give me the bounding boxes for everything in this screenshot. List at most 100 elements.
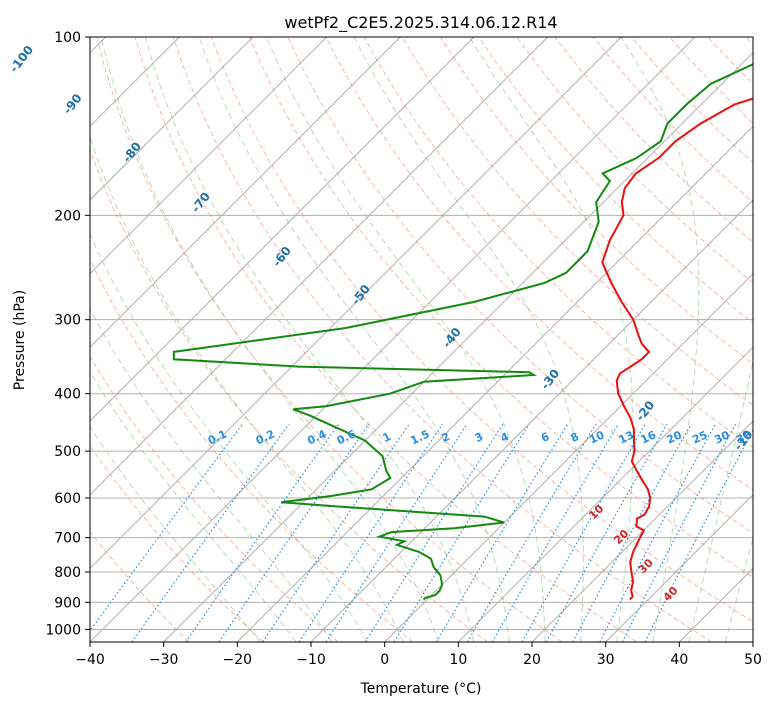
moist-adiabat-line [725, 536, 753, 642]
y-axis-title: Pressure (hPa) [12, 290, 28, 390]
dry-adiabat-line [325, 37, 753, 491]
dry-adiabat-label: -70 [189, 190, 213, 216]
isotherm-line [457, 346, 753, 642]
dry-adiabat-label: -80 [120, 139, 144, 165]
x-tick-label: −10 [296, 652, 326, 668]
mixing-ratio-line [298, 423, 444, 642]
mixing-ratio-line [545, 423, 668, 642]
isotherm-line [90, 37, 549, 496]
moist-adiabat-line [144, 37, 475, 642]
mixing-ratio-line [393, 423, 530, 642]
x-tick-label: 0 [380, 652, 389, 668]
mixing-ratio-label: 4 [499, 430, 512, 445]
moist-adiabat-line [90, 370, 297, 642]
x-tick-label: −30 [149, 652, 179, 668]
y-tick-label: 1000 [45, 622, 81, 638]
mixing-ratio-label: 13 [617, 428, 636, 446]
moist-adiabat-line [100, 37, 439, 642]
dry-adiabat-line [401, 37, 753, 406]
mixing-ratio-line [521, 423, 646, 642]
x-tick-label: 30 [597, 652, 615, 668]
moist-adiabat-label: 30 [636, 556, 656, 576]
mixing-ratio-label: 20 [664, 428, 684, 446]
dry-adiabat-line [90, 531, 190, 642]
dewpoint-profile-line [172, 63, 753, 601]
moist-adiabat-line [688, 358, 753, 642]
dry-adiabat-line [249, 37, 753, 578]
y-tick-label: 700 [54, 531, 81, 547]
dry-adiabat-line [90, 148, 488, 642]
isotherm-line [90, 37, 401, 349]
mixing-ratio-label: 30 [712, 428, 732, 446]
mixing-ratio-label: 0.6 [335, 427, 358, 447]
dry-adiabat-line [439, 37, 753, 365]
y-tick-label: 600 [54, 491, 81, 507]
dry-adiabat-line [669, 37, 753, 124]
mixing-ratio-line [262, 423, 410, 642]
isotherm-line [90, 37, 622, 570]
mixing-ratio-line [364, 423, 504, 642]
mixing-ratio-label: 1.5 [408, 427, 431, 447]
mixing-ratio-label: 0.4 [305, 427, 328, 447]
y-tick-label: 200 [54, 208, 81, 224]
isotherm-line [90, 37, 696, 642]
dry-adiabat-line [90, 355, 339, 642]
isotherm-line [531, 420, 753, 642]
dry-adiabat-line [707, 37, 753, 85]
dry-adiabat-line [90, 445, 264, 642]
dry-adiabat-line [210, 37, 753, 623]
dry-adiabat-label: -30 [538, 367, 562, 393]
x-tick-label: −20 [223, 652, 253, 668]
mixing-ratio-line [131, 423, 290, 642]
y-tick-label: 100 [54, 30, 81, 46]
moist-adiabat-line [90, 135, 404, 642]
mixing-ratio-label: 6 [539, 430, 552, 445]
dry-adiabat-line [96, 37, 563, 642]
mixing-ratio-line [644, 428, 753, 642]
dry-adiabat-line [287, 37, 753, 534]
chart-title: wetPf2_C2E5.2025.314.06.12.R14 [284, 13, 557, 33]
mixing-ratio-label: 25 [690, 428, 709, 446]
dry-adiabat-label: -20 [633, 398, 657, 424]
mixing-ratio-line [599, 423, 717, 642]
dry-adiabat-line [516, 37, 753, 284]
profile-lines [172, 63, 753, 601]
dry-adiabat-line [592, 37, 753, 203]
dry-adiabat-line [172, 37, 712, 642]
x-tick-label: 50 [744, 652, 762, 668]
x-tick-label: −40 [75, 652, 105, 668]
moist-adiabat-line [90, 232, 369, 642]
isotherm-line [605, 493, 753, 642]
mixing-ratio-label: 2 [440, 430, 452, 445]
moist-adiabat-line [90, 308, 333, 642]
isotherm-line [236, 125, 753, 642]
dry-adiabat-line [745, 37, 753, 45]
mixing-ratio-line [325, 423, 468, 642]
dry-adiabat-label: -90 [60, 91, 84, 117]
isotherm-line [90, 37, 475, 422]
isotherm-line [90, 37, 328, 275]
y-tick-label: 500 [54, 444, 81, 460]
mixing-ratio-line [572, 423, 692, 642]
mixing-ratio-label: 8 [569, 430, 581, 445]
y-tick-label: 400 [54, 387, 81, 403]
mixing-ratio-label: 36 [734, 428, 754, 446]
moist-adiabat-line [198, 37, 510, 642]
mixing-ratio-line [491, 423, 619, 642]
x-axis-ticks: −40 −30 −20 −10 0 10 20 30 40 50 [75, 642, 762, 668]
grid-lines [90, 37, 753, 642]
moist-adiabat-line [266, 37, 546, 642]
moist-adiabat-label: 40 [661, 584, 681, 604]
isotherm-line [163, 51, 753, 642]
moist-adiabat-line [90, 426, 261, 642]
mixing-ratio-label: 3 [473, 430, 485, 445]
mixing-ratio-line [435, 423, 569, 642]
dry-adiabat-line [363, 37, 753, 448]
mixing-ratio-label: 16 [639, 428, 659, 446]
plot-frame [89, 36, 754, 643]
dry-adiabat-label: -60 [270, 244, 294, 270]
isotherm-line [752, 641, 753, 642]
line-labels: -100-90-80-70-60-50-40-30-20-10010203040… [7, 43, 756, 604]
dry-adiabat-label: -100 [7, 43, 37, 75]
